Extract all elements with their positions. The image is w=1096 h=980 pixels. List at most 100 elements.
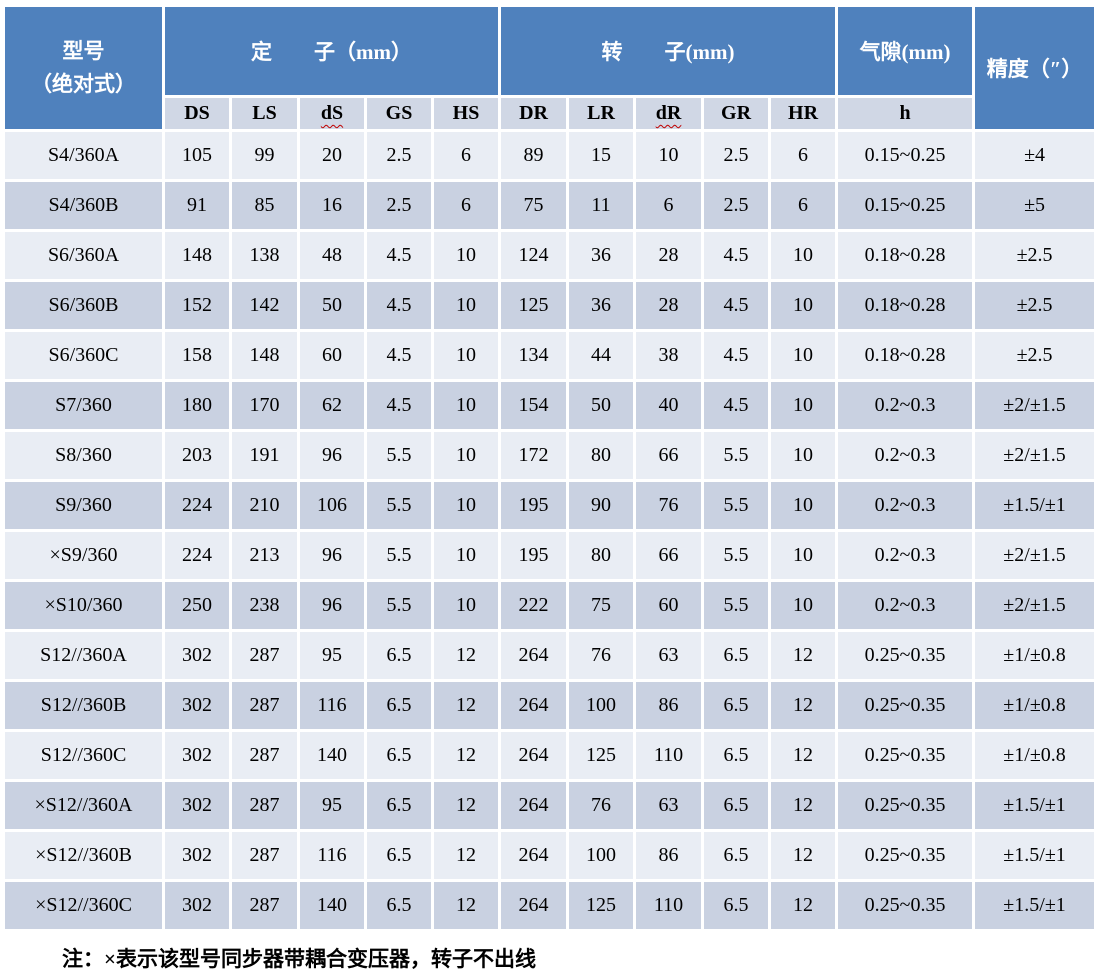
- value-cell: 95: [297, 779, 367, 832]
- value-cell: 6.5: [701, 879, 772, 932]
- subheader-GR: GR: [701, 95, 772, 132]
- model-cell: ×S9/360: [2, 529, 165, 582]
- value-cell: 0.25~0.35: [835, 629, 976, 682]
- value-cell: ±2/±1.5: [972, 579, 1096, 632]
- subheader-dR: dR: [633, 95, 705, 132]
- value-cell: 12: [430, 729, 502, 782]
- subheader-label: dS: [320, 102, 344, 124]
- value-cell: 12: [430, 829, 502, 882]
- value-cell: 0.2~0.3: [835, 429, 976, 482]
- value-cell: 213: [229, 529, 300, 582]
- value-cell: 0.18~0.28: [835, 329, 976, 382]
- value-cell: 180: [162, 379, 232, 432]
- value-cell: 105: [162, 129, 232, 182]
- value-cell: 16: [297, 179, 367, 232]
- value-cell: ±2.5: [972, 229, 1096, 282]
- footnote: 注：×表示该型号同步器带耦合变压器，转子不出线: [62, 947, 536, 971]
- value-cell: 0.25~0.35: [835, 779, 976, 832]
- value-cell: 10: [430, 479, 502, 532]
- value-cell: 100: [566, 679, 637, 732]
- value-cell: ±1.5/±1: [972, 829, 1096, 882]
- value-cell: 80: [566, 529, 637, 582]
- subheader-DR: DR: [498, 95, 570, 132]
- value-cell: 302: [162, 779, 232, 832]
- value-cell: 48: [297, 229, 367, 282]
- subheader-label: dR: [655, 102, 682, 124]
- value-cell: 0.25~0.35: [835, 879, 976, 932]
- value-cell: 76: [566, 779, 637, 832]
- model-cell: S9/360: [2, 479, 165, 532]
- value-cell: 4.5: [701, 329, 772, 382]
- value-cell: 85: [229, 179, 300, 232]
- value-cell: 10: [768, 579, 839, 632]
- value-cell: 110: [633, 879, 705, 932]
- value-cell: 10: [430, 379, 502, 432]
- value-cell: 0.25~0.35: [835, 829, 976, 882]
- model-cell: S4/360B: [2, 179, 165, 232]
- value-cell: 95: [297, 629, 367, 682]
- subheader-HR: HR: [768, 95, 839, 132]
- value-cell: 302: [162, 879, 232, 932]
- value-cell: 152: [162, 279, 232, 332]
- model-cell: S12//360A: [2, 629, 165, 682]
- value-cell: ±1/±0.8: [972, 679, 1096, 732]
- value-cell: 91: [162, 179, 232, 232]
- subheader-label: GR: [721, 102, 752, 124]
- value-cell: 0.2~0.3: [835, 579, 976, 632]
- value-cell: 0.2~0.3: [835, 529, 976, 582]
- value-cell: 10: [430, 229, 502, 282]
- value-cell: ±1.5/±1: [972, 479, 1096, 532]
- value-cell: 75: [498, 179, 570, 232]
- value-cell: 6.5: [701, 629, 772, 682]
- value-cell: 125: [498, 279, 570, 332]
- airgap-group-header: 气隙(mm): [835, 4, 976, 98]
- value-cell: 10: [430, 329, 502, 382]
- subheader-dS: dS: [297, 95, 367, 132]
- value-cell: 4.5: [701, 279, 772, 332]
- table-row: S6/360C 158 148 60 4.5 10 134 44 38 4.5 10 0.18~0.2…: [2, 329, 1096, 382]
- value-cell: 96: [297, 429, 367, 482]
- value-cell: 4.5: [701, 229, 772, 282]
- model-header-line2: （绝对式）: [31, 72, 136, 96]
- value-cell: 142: [229, 279, 300, 332]
- value-cell: 287: [229, 629, 300, 682]
- model-cell: S12//360C: [2, 729, 165, 782]
- value-cell: 172: [498, 429, 570, 482]
- sync-resolver-dimension-table: 型号 （绝对式） 定 子（mm） 转 子(mm) 气隙(mm) 精度（″） DS…: [2, 4, 1096, 932]
- value-cell: 264: [498, 829, 570, 882]
- value-cell: 10: [768, 279, 839, 332]
- value-cell: 287: [229, 879, 300, 932]
- subheader-LR: LR: [566, 95, 637, 132]
- value-cell: 138: [229, 229, 300, 282]
- value-cell: 60: [297, 329, 367, 382]
- value-cell: 10: [430, 579, 502, 632]
- subheader-label: LR: [587, 102, 615, 124]
- value-cell: 302: [162, 829, 232, 882]
- value-cell: 6.5: [364, 679, 434, 732]
- model-cell: S8/360: [2, 429, 165, 482]
- value-cell: 10: [768, 379, 839, 432]
- value-cell: 140: [297, 879, 367, 932]
- value-cell: 264: [498, 629, 570, 682]
- value-cell: 6.5: [701, 829, 772, 882]
- value-cell: 5.5: [364, 579, 434, 632]
- value-cell: 50: [297, 279, 367, 332]
- value-cell: 154: [498, 379, 570, 432]
- value-cell: 302: [162, 729, 232, 782]
- table-row: ×S12//360C 302 287 140 6.5 12 264 125 110 6.5 12 0.…: [2, 879, 1096, 932]
- value-cell: 10: [430, 279, 502, 332]
- value-cell: ±1.5/±1: [972, 879, 1096, 932]
- value-cell: 4.5: [701, 379, 772, 432]
- value-cell: 12: [768, 679, 839, 732]
- value-cell: 28: [633, 279, 705, 332]
- value-cell: 10: [768, 429, 839, 482]
- value-cell: 0.2~0.3: [835, 479, 976, 532]
- value-cell: ±2/±1.5: [972, 429, 1096, 482]
- table-row: S12//360A 302 287 95 6.5 12 264 76 63 6.5 12 0.25~0…: [2, 629, 1096, 682]
- value-cell: 6.5: [701, 729, 772, 782]
- value-cell: 6: [430, 179, 502, 232]
- value-cell: 6: [430, 129, 502, 182]
- rotor-group-header: 转 子(mm): [498, 4, 839, 98]
- value-cell: 11: [566, 179, 637, 232]
- subheader-label: DR: [519, 102, 548, 124]
